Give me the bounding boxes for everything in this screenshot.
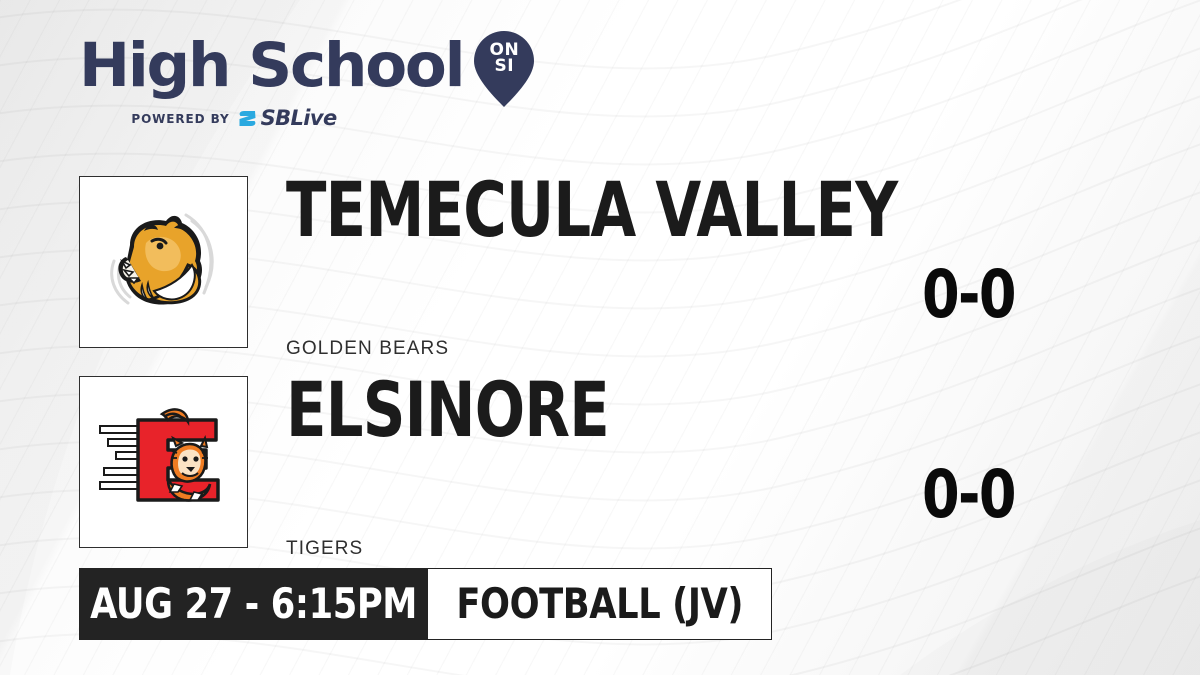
game-info-bar: AUG 27 - 6:15PM FOOTBALL (JV) [79,568,772,640]
sblive-word-bold: SBL [260,106,304,130]
team-logo-box-elsinore [79,376,248,548]
elsinore-tiger-e-logo-icon [98,408,220,502]
game-date-time-text: AUG 27 - 6:15PM [90,579,417,628]
sblive-word-light: ive [303,106,337,130]
powered-by-label: POWERED BY [131,111,230,126]
powered-by-row: POWERED BY SBLive [79,108,389,129]
on-si-pin-icon: ON SI [473,30,535,108]
team-logo-box-temecula-valley [79,176,248,348]
brand-lockup: High School ON SI POWERED BY SBLive [79,30,535,137]
team-record-temecula-valley: 0-0 [922,256,1017,333]
game-sport-badge: FOOTBALL (JV) [428,568,772,640]
team-record-elsinore: 0-0 [922,456,1017,533]
team-mascot-tigers: TIGERS [286,538,364,559]
brand-title-row: High School ON SI [79,30,535,107]
golden-bear-mascot-logo-icon [109,213,214,305]
sblive-s-mark-icon [239,111,256,126]
team-mascot-golden-bears: GOLDEN BEARS [286,338,450,359]
sblive-wordmark: SBLive [260,106,338,130]
team-name-elsinore: ELSINORE [286,365,610,454]
game-sport-text: FOOTBALL (JV) [456,579,743,628]
brand-wordmark: High School [79,30,466,101]
team-name-temecula-valley: TEMECULA VALLEY [286,165,898,254]
game-date-time-badge: AUG 27 - 6:15PM [79,568,428,640]
sblive-logo: SBLive [237,108,337,129]
